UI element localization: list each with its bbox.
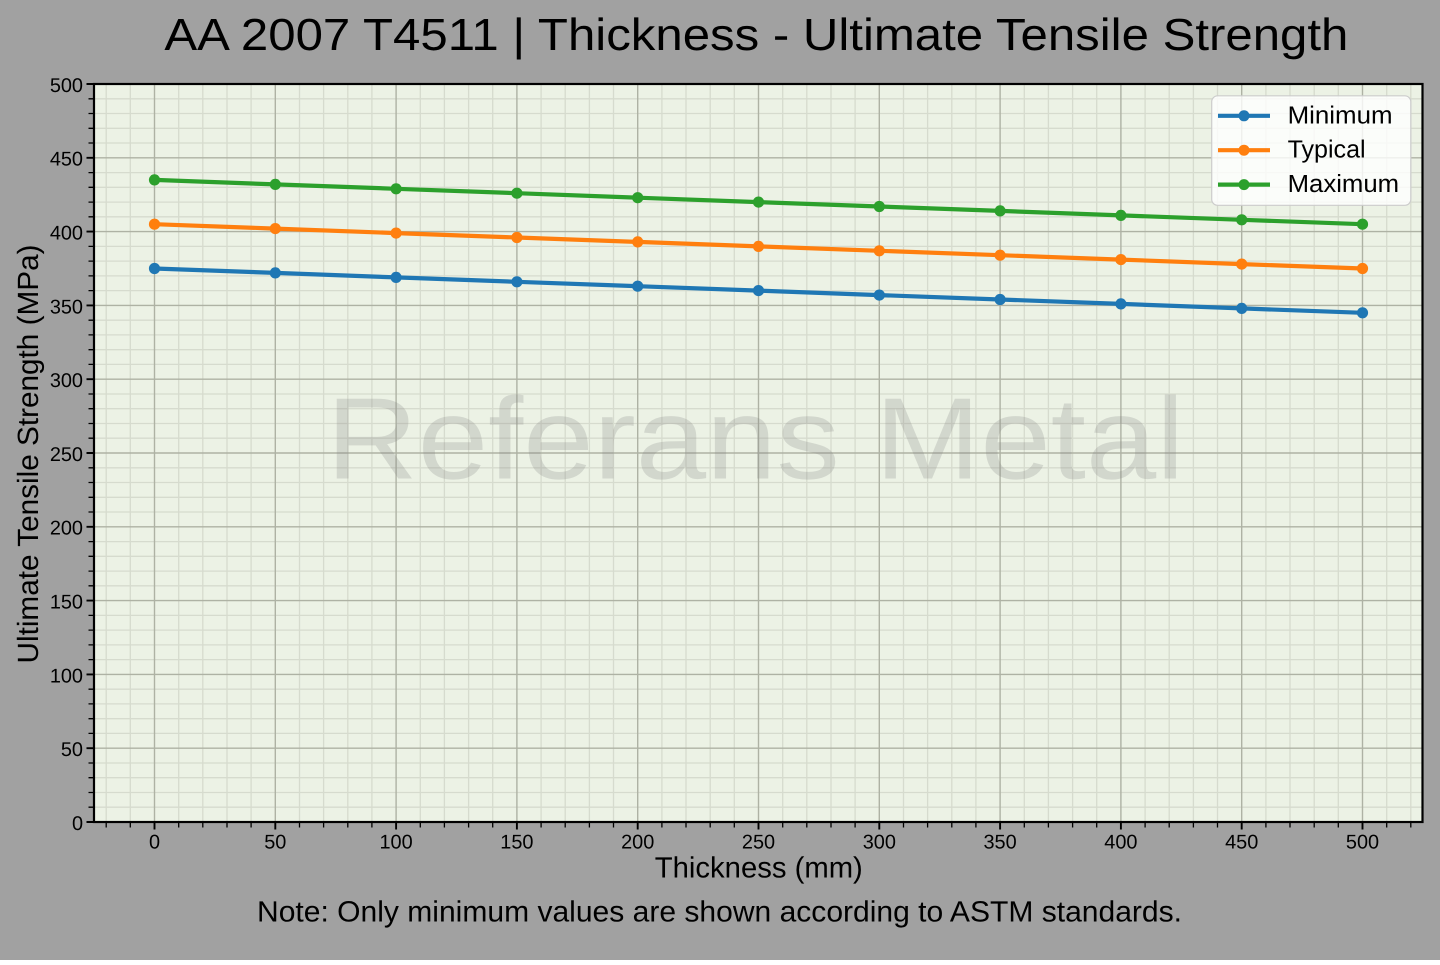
svg-text:0: 0 [72, 813, 83, 835]
svg-text:300: 300 [50, 370, 83, 392]
svg-text:Maximum: Maximum [1288, 171, 1400, 198]
svg-text:50: 50 [264, 831, 286, 853]
svg-text:400: 400 [50, 223, 83, 245]
svg-text:400: 400 [1104, 831, 1137, 853]
svg-text:100: 100 [380, 831, 413, 853]
svg-text:Thickness (mm): Thickness (mm) [655, 852, 863, 885]
svg-text:450: 450 [50, 149, 83, 171]
svg-text:350: 350 [50, 296, 83, 318]
svg-text:150: 150 [50, 592, 83, 614]
svg-text:500: 500 [1346, 831, 1379, 853]
svg-text:AA 2007 T4511 | Thickness - Ul: AA 2007 T4511 | Thickness - Ultimate Ten… [164, 9, 1348, 60]
svg-text:150: 150 [500, 831, 533, 853]
svg-text:200: 200 [50, 518, 83, 540]
svg-text:50: 50 [61, 739, 83, 761]
svg-text:Typical: Typical [1288, 137, 1366, 164]
svg-text:350: 350 [984, 831, 1017, 853]
svg-text:250: 250 [742, 831, 775, 853]
svg-text:Minimum: Minimum [1288, 102, 1393, 129]
svg-text:300: 300 [863, 831, 896, 853]
svg-text:100: 100 [50, 665, 83, 687]
svg-text:Referans Metal: Referans Metal [326, 374, 1184, 504]
svg-text:500: 500 [50, 75, 83, 97]
svg-text:250: 250 [50, 444, 83, 466]
svg-text:Note: Only minimum values are: Note: Only minimum values are shown acco… [257, 896, 1182, 929]
svg-text:200: 200 [621, 831, 654, 853]
svg-text:450: 450 [1225, 831, 1258, 853]
svg-text:0: 0 [149, 831, 160, 853]
svg-text:Ultimate Tensile Strength (MPa: Ultimate Tensile Strength (MPa) [12, 244, 45, 663]
